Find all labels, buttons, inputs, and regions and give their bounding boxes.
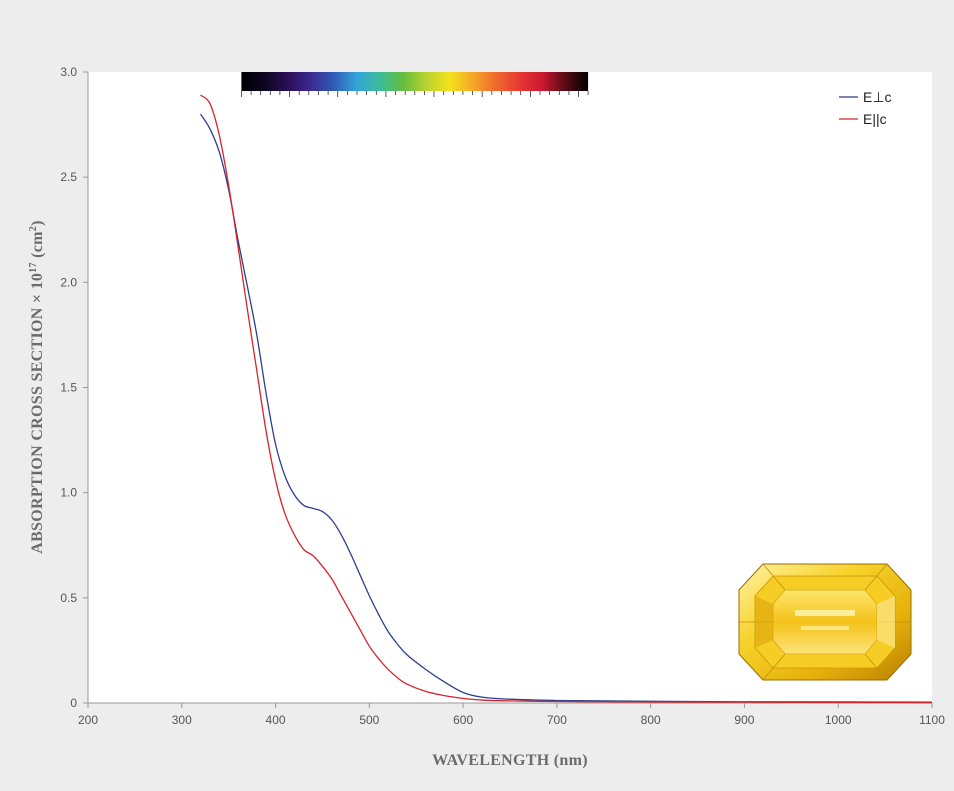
x-tick-label: 1100 <box>919 713 945 727</box>
y-tick-label: 0.5 <box>60 591 77 605</box>
x-axis: 200 300 400 500 600 700 800 900 1000 1100 <box>78 702 945 727</box>
legend-label-e-parallel-c: E||c <box>863 111 887 127</box>
legend-label-e-perp-c: E⊥c <box>863 89 892 105</box>
gemstone-image <box>738 563 912 681</box>
y-tick-label: 0 <box>70 696 77 710</box>
x-tick-label: 1000 <box>825 713 852 727</box>
y-tick-label: 3.0 <box>60 65 77 79</box>
y-tick-label: 2.0 <box>60 275 77 289</box>
legend: E⊥c E||c <box>839 89 892 127</box>
legend-item-e-parallel-c: E||c <box>839 111 887 127</box>
x-tick-label: 500 <box>359 713 379 727</box>
x-axis-title: WAVELENGTH (nm) <box>432 752 588 769</box>
y-tick-label: 2.5 <box>60 170 77 184</box>
y-tick-label: 1.5 <box>60 381 77 395</box>
series-layer <box>199 94 932 704</box>
x-tick-label: 300 <box>172 713 192 727</box>
spectrum-bar <box>240 72 589 97</box>
y-tick-label: 1.0 <box>60 486 77 500</box>
x-tick-label: 700 <box>547 713 567 727</box>
x-tick-label: 800 <box>641 713 661 727</box>
series-line-e-parallel-c <box>200 94 932 704</box>
x-tick-label: 200 <box>78 713 98 727</box>
legend-item-e-perp-c: E⊥c <box>839 89 892 105</box>
x-tick-label: 600 <box>453 713 473 727</box>
x-tick-label: 900 <box>734 713 754 727</box>
y-axis: 0 0.5 1.0 1.5 2.0 2.5 3.0 <box>60 65 89 710</box>
y-axis-title: ABSORPTION CROSS SECTION × 1017 (cm2) <box>28 220 46 554</box>
x-tick-label: 400 <box>266 713 286 727</box>
series-line-e-perp-c <box>199 113 932 703</box>
